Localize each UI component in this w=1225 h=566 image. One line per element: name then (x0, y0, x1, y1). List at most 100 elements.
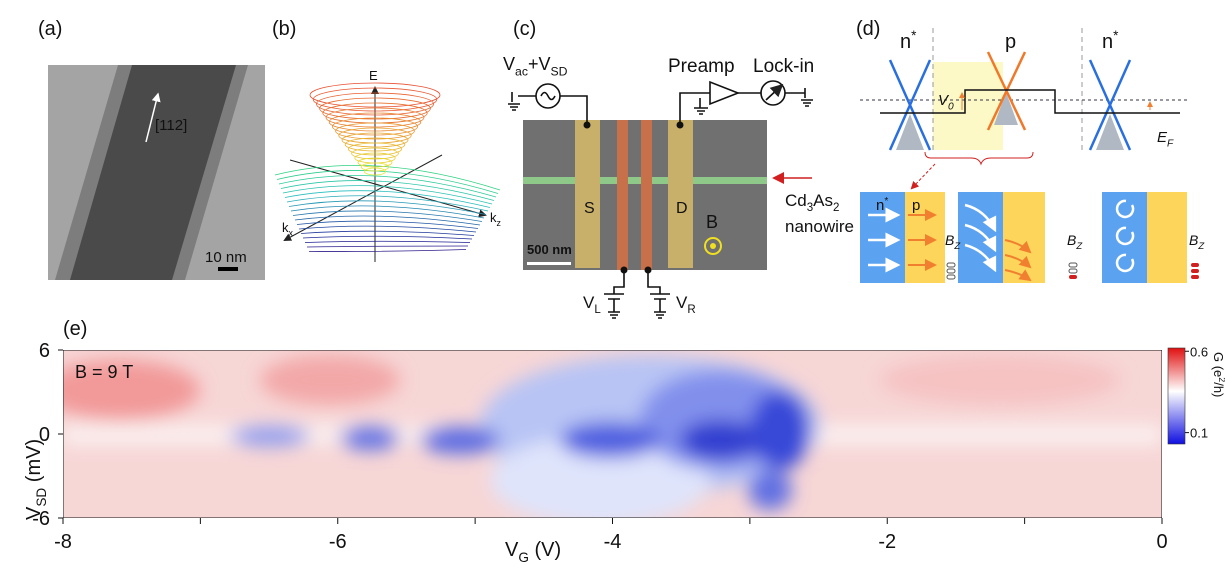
field-label: BZ (1067, 232, 1083, 252)
text-part: p (912, 197, 920, 214)
band-contour (286, 195, 489, 212)
band-contour (290, 205, 485, 219)
band-contour (357, 157, 393, 168)
text-part: k (282, 220, 289, 235)
x-tick-label: -8 (54, 531, 72, 553)
colorbar-label: G (e2/h) (1211, 352, 1225, 397)
text-part: G (518, 550, 529, 565)
gate-label: VL (583, 293, 601, 316)
band-contour (341, 132, 409, 148)
axis-label: kx (282, 220, 294, 238)
band-contour (319, 97, 431, 120)
text-part: B (1189, 232, 1198, 248)
y-axis-label: VSD (mV) (23, 439, 49, 520)
snake-state-insets (860, 192, 1199, 283)
text-part: Z (1197, 241, 1205, 252)
material-label: Cd3As2 (785, 191, 839, 214)
text-part: z (497, 218, 501, 228)
text-part: V (583, 293, 595, 312)
x-tick-label: -6 (329, 531, 347, 553)
colorbar-tick-label: 0.1 (1190, 426, 1208, 441)
text-part: B (1067, 232, 1076, 248)
text-part: p (1005, 31, 1016, 53)
field-label: BZ (1189, 232, 1205, 252)
lockin-label: Lock-in (753, 56, 814, 77)
text-part: * (911, 28, 917, 43)
band-contour (278, 175, 497, 198)
x-tick-label: -2 (878, 531, 896, 553)
text-part: 0 (948, 102, 954, 113)
region-label: n* (900, 28, 917, 53)
field-annotation: B = 9 T (75, 362, 133, 382)
contact-label: D (676, 200, 688, 217)
text-part: n (900, 31, 911, 53)
text-part: V (505, 539, 519, 561)
text-part: R (687, 304, 695, 316)
fermi-label: EF (1157, 129, 1174, 150)
colorbar-tick-label: 0.6 (1190, 344, 1208, 359)
text-part: +V (528, 54, 551, 74)
text-part: B (945, 232, 954, 248)
band-contour (302, 235, 473, 240)
region-label: n* (1102, 28, 1119, 53)
band-contour (306, 245, 469, 248)
tem-image (48, 65, 265, 280)
text-part: V (676, 293, 688, 312)
band-diagram (860, 28, 1190, 190)
text-part: L (594, 304, 601, 316)
text-part: Cd (785, 191, 807, 210)
contact-label: S (584, 200, 595, 217)
text-part: 2 (1217, 377, 1225, 382)
text-part: F (1167, 139, 1174, 150)
field-label: BZ (945, 232, 961, 252)
device-image (523, 120, 767, 270)
band-contour (274, 164, 501, 191)
band-contour (328, 112, 422, 132)
axis-label: kz (490, 210, 501, 228)
band-contour (298, 225, 477, 233)
band-contour (304, 240, 471, 243)
text-part: n (876, 197, 884, 214)
region-label: p (1005, 31, 1016, 53)
band-contour (300, 230, 475, 236)
band-contour (363, 167, 386, 176)
text-part: As (813, 191, 833, 210)
band-contour (325, 107, 425, 128)
colorbar (1167, 347, 1186, 445)
field-label: B (706, 212, 718, 232)
band-contour (308, 249, 467, 252)
x-tick-label: -4 (604, 531, 622, 553)
band-contour (360, 162, 390, 172)
band-contour (335, 122, 415, 140)
band-contour (347, 142, 402, 156)
circuit (508, 80, 813, 319)
band-structure (274, 82, 501, 262)
region-label: p (912, 197, 920, 214)
text-part: 3 (807, 202, 813, 214)
band-contour (309, 82, 441, 108)
y-tick-label: 6 (39, 340, 50, 362)
text-part: V (503, 54, 515, 74)
scale-bar-label: 500 nm (527, 242, 572, 257)
band-contour (344, 137, 406, 152)
text-part: SD (550, 64, 567, 78)
band-contour (288, 200, 487, 215)
band-contour (280, 180, 495, 201)
text-part: n (1102, 31, 1113, 53)
scale-bar-label: 10 nm (205, 249, 247, 266)
source-label: Vac+VSD (503, 54, 568, 78)
panel-label: (a) (38, 18, 62, 40)
conductance-map (63, 350, 1162, 518)
y-tick-label: -6 (32, 508, 50, 530)
text-part: E (1157, 129, 1168, 146)
text-part: V (23, 506, 45, 520)
band-contour (331, 117, 418, 136)
text-part: (V) (529, 539, 561, 561)
panel-label: (c) (513, 18, 536, 40)
panel-label: (e) (63, 318, 87, 340)
region-label: n* (876, 196, 888, 214)
text-part: k (490, 210, 497, 225)
text-part: * (1113, 28, 1119, 43)
text-part: /h) (1211, 382, 1225, 397)
